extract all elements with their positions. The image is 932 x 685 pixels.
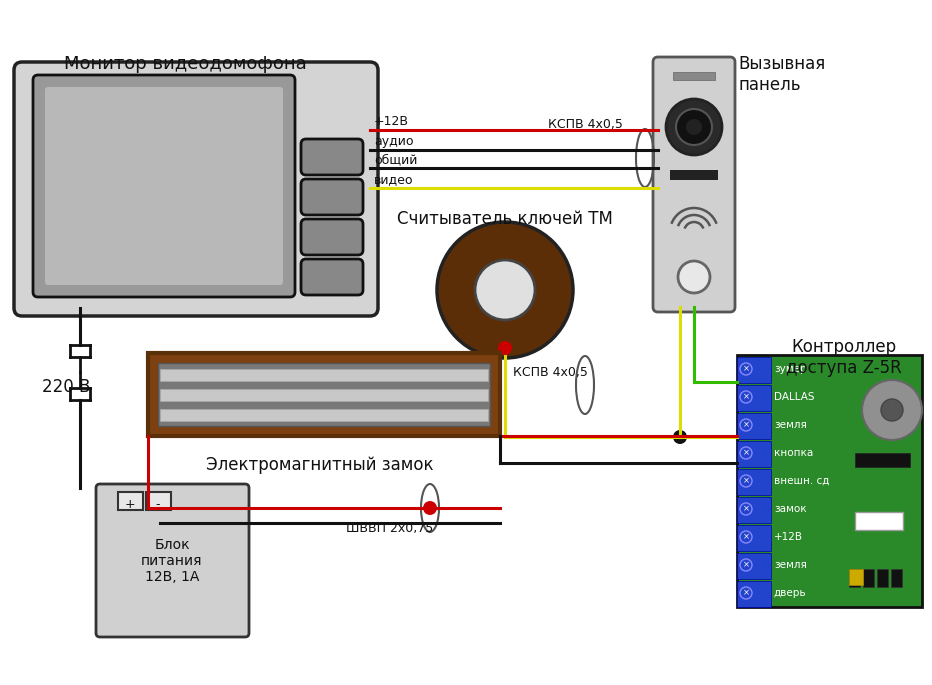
- Text: земля: земля: [774, 420, 807, 430]
- FancyBboxPatch shape: [849, 569, 860, 587]
- Circle shape: [423, 501, 437, 515]
- Text: ШВВП 2х0,75: ШВВП 2х0,75: [346, 522, 433, 535]
- Text: видео: видео: [374, 173, 414, 186]
- Text: Считыватель ключей ТМ: Считыватель ключей ТМ: [397, 210, 613, 228]
- Text: дверь: дверь: [774, 588, 806, 598]
- FancyBboxPatch shape: [160, 389, 488, 401]
- FancyBboxPatch shape: [118, 492, 143, 510]
- FancyBboxPatch shape: [737, 553, 771, 579]
- Text: кнопка: кнопка: [774, 448, 814, 458]
- Text: +: +: [125, 498, 135, 511]
- FancyBboxPatch shape: [737, 385, 771, 411]
- Text: внешн. сд: внешн. сд: [774, 476, 829, 486]
- FancyBboxPatch shape: [301, 139, 363, 175]
- FancyBboxPatch shape: [14, 62, 378, 316]
- Circle shape: [740, 587, 752, 599]
- FancyBboxPatch shape: [855, 512, 903, 530]
- FancyBboxPatch shape: [737, 581, 771, 607]
- Circle shape: [740, 447, 752, 459]
- Circle shape: [666, 99, 722, 155]
- FancyBboxPatch shape: [158, 363, 490, 426]
- Circle shape: [740, 559, 752, 571]
- Text: ×: ×: [743, 364, 749, 373]
- FancyBboxPatch shape: [146, 492, 171, 510]
- FancyBboxPatch shape: [160, 369, 488, 381]
- FancyBboxPatch shape: [855, 453, 910, 467]
- FancyBboxPatch shape: [737, 497, 771, 523]
- Text: ×: ×: [743, 588, 749, 597]
- FancyBboxPatch shape: [673, 72, 715, 80]
- Text: Контроллер
доступа Z-5R: Контроллер доступа Z-5R: [786, 338, 902, 377]
- Text: ×: ×: [743, 504, 749, 514]
- FancyBboxPatch shape: [737, 355, 922, 607]
- FancyBboxPatch shape: [301, 179, 363, 215]
- FancyBboxPatch shape: [45, 87, 283, 285]
- Text: ×: ×: [743, 532, 749, 542]
- Text: +12В: +12В: [774, 532, 803, 542]
- FancyBboxPatch shape: [33, 75, 295, 297]
- FancyBboxPatch shape: [737, 525, 771, 551]
- FancyBboxPatch shape: [670, 170, 718, 180]
- Text: Монитор видеодомофона: Монитор видеодомофона: [63, 55, 307, 73]
- Text: общий: общий: [374, 153, 418, 166]
- Text: Вызывная
панель: Вызывная панель: [738, 55, 825, 94]
- Text: ×: ×: [743, 477, 749, 486]
- FancyBboxPatch shape: [877, 569, 888, 587]
- Circle shape: [475, 260, 535, 320]
- Circle shape: [862, 380, 922, 440]
- Circle shape: [498, 341, 512, 355]
- FancyBboxPatch shape: [301, 219, 363, 255]
- FancyBboxPatch shape: [863, 569, 874, 587]
- FancyBboxPatch shape: [737, 441, 771, 467]
- Text: Электромагнитный замок: Электромагнитный замок: [206, 456, 433, 474]
- Text: 220 В: 220 В: [42, 378, 90, 396]
- Text: замок: замок: [774, 504, 806, 514]
- Circle shape: [740, 503, 752, 515]
- FancyBboxPatch shape: [891, 569, 902, 587]
- Text: ×: ×: [743, 449, 749, 458]
- FancyBboxPatch shape: [737, 413, 771, 439]
- FancyBboxPatch shape: [301, 259, 363, 295]
- Circle shape: [676, 109, 712, 145]
- Text: КСПВ 4х0,5: КСПВ 4х0,5: [513, 366, 588, 379]
- Circle shape: [740, 419, 752, 431]
- FancyBboxPatch shape: [737, 357, 771, 383]
- FancyBboxPatch shape: [148, 353, 500, 436]
- Circle shape: [740, 391, 752, 403]
- Circle shape: [437, 222, 573, 358]
- Text: ×: ×: [743, 393, 749, 401]
- Circle shape: [740, 531, 752, 543]
- Text: ×: ×: [743, 560, 749, 569]
- Text: Блок
питания
12В, 1А: Блок питания 12В, 1А: [142, 538, 203, 584]
- Circle shape: [740, 475, 752, 487]
- Text: земля: земля: [774, 560, 807, 570]
- Text: КСПВ 4х0,5: КСПВ 4х0,5: [548, 118, 623, 131]
- Text: +12В: +12В: [374, 115, 409, 128]
- FancyBboxPatch shape: [96, 484, 249, 637]
- Text: аудио: аудио: [374, 135, 414, 148]
- Circle shape: [881, 399, 903, 421]
- FancyBboxPatch shape: [160, 409, 488, 421]
- Text: -: -: [156, 498, 160, 511]
- Circle shape: [686, 119, 702, 135]
- FancyBboxPatch shape: [849, 569, 863, 585]
- Circle shape: [673, 430, 687, 444]
- Text: ×: ×: [743, 421, 749, 429]
- Circle shape: [740, 363, 752, 375]
- FancyBboxPatch shape: [737, 469, 771, 495]
- FancyBboxPatch shape: [653, 57, 735, 312]
- Circle shape: [678, 261, 710, 293]
- Text: DALLAS: DALLAS: [774, 392, 815, 402]
- Text: зумер: зумер: [774, 364, 806, 374]
